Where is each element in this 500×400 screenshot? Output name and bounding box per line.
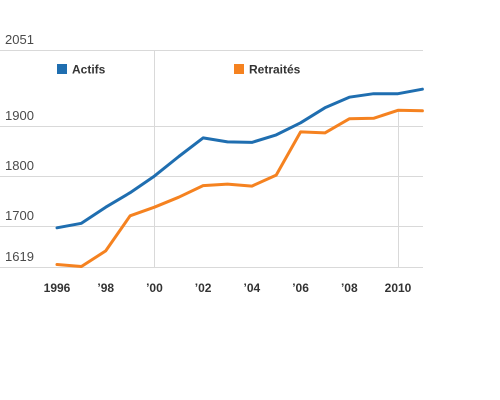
series-line-actifs (55, 87, 424, 230)
x-tick-label: 1996 (44, 281, 71, 295)
x-tick-label: 2010 (385, 281, 412, 295)
legend-item: Actifs (57, 63, 106, 77)
y-tick-label: 1900 (5, 108, 34, 123)
y-tick-label: 2051 (5, 32, 34, 47)
x-tick-label: ’08 (341, 281, 358, 295)
legend-label: Actifs (72, 63, 106, 77)
gridlines (0, 50, 423, 268)
x-tick-label: ’06 (292, 281, 309, 295)
x-tick-label: ’00 (146, 281, 163, 295)
x-tick-label: ’98 (97, 281, 114, 295)
y-tick-label: 1800 (5, 158, 34, 173)
y-axis-labels: 1619 1700 1800 1900 2051 (5, 32, 34, 264)
y-tick-label: 1700 (5, 208, 34, 223)
y-tick-label: 1619 (5, 249, 34, 264)
series-line-retraites (55, 108, 424, 268)
legend-swatch (234, 64, 244, 74)
legend-label: Retraités (249, 63, 301, 77)
x-axis-labels: 1996 ’98 ’00 ’02 ’04 ’06 ’08 2010 (44, 281, 412, 295)
legend: Actifs Retraités (57, 63, 301, 77)
x-tick-label: ’02 (195, 281, 212, 295)
series-lines (55, 87, 424, 268)
x-tick-label: ’04 (244, 281, 261, 295)
legend-item: Retraités (234, 63, 301, 77)
legend-swatch (57, 64, 67, 74)
